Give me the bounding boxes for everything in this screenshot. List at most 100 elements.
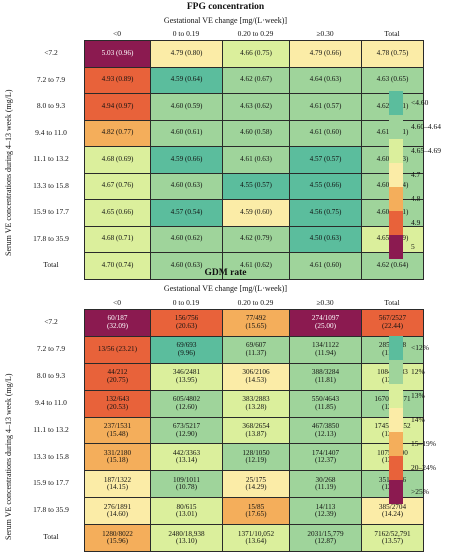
row-label: 9.4 to 11.0	[35, 397, 67, 407]
heatmap-cell: 4.61 (0.60)	[289, 252, 362, 280]
heatmap-cell: 174/1407 (12.37)	[289, 443, 362, 472]
color-legend	[389, 336, 403, 504]
heatmap-cell: 4.62 (0.79)	[222, 225, 290, 253]
row-label: 8.0 to 9.3	[36, 101, 66, 110]
heatmap-cell: 276/1891 (14.60)	[84, 497, 151, 526]
column-header: Total	[384, 298, 400, 307]
table-row: 13/56 (23.21) 69/693 (9.96) 69/607 (11.37) 13…	[84, 335, 424, 364]
heatmap-cell: 4.59 (0.66)	[150, 146, 223, 174]
legend-swatch	[389, 456, 403, 480]
heatmap-cell: 673/5217 (12.90)	[150, 416, 223, 445]
heatmap-cell: 1371/10,052 (13.64)	[222, 524, 290, 552]
x-axis-label: Gestational VE change [mg/(L·week)]	[163, 16, 288, 25]
heatmap-cell: 60/187 (32.09)	[84, 309, 151, 337]
table-row: 276/1891 (14.60) 80/615 (13.01) 15/85 (17.65)…	[84, 497, 424, 526]
heatmap-cell: 306/2106 (14.53)	[222, 362, 290, 391]
legend-label: 12%	[411, 367, 425, 376]
heatmap-cell: 4.66 (0.75)	[222, 40, 290, 68]
heatmap-grid: 60/187 (32.09) 156/756 (20.63) 77/492 (15.65)…	[84, 309, 424, 552]
heatmap-cell: 388/3284 (11.81)	[289, 362, 362, 391]
row-label: 11.1 to 13.2	[33, 154, 69, 163]
color-legend	[389, 91, 403, 259]
table-row: 4.68 (0.71) 4.60 (0.62) 4.62 (0.79) 4.50 (0…	[84, 225, 424, 253]
table-row: 4.67 (0.76) 4.60 (0.63) 4.55 (0.57) 4.55 (0…	[84, 172, 424, 200]
legend-swatch	[389, 336, 403, 360]
heatmap-cell: 4.60 (0.59)	[150, 93, 223, 121]
heatmap-cell: 4.78 (0.75)	[361, 40, 424, 68]
legend-label: 4.8	[411, 194, 421, 203]
y-axis-label: Serum VE concentrations during 4–13 week…	[4, 373, 13, 540]
heatmap-cell: 274/1097 (25.00)	[289, 309, 362, 337]
row-label: 9.4 to 11.0	[35, 127, 67, 137]
column-header: 0 to 0.19	[172, 298, 200, 307]
row-label: 7.2 to 7.9	[36, 343, 66, 353]
heatmap-cell: 69/607 (11.37)	[222, 335, 290, 364]
heatmap-cell: 4.50 (0.63)	[289, 225, 362, 253]
legend-swatch	[389, 187, 403, 211]
row-label: <7.2	[44, 317, 58, 326]
legend-swatch	[389, 360, 403, 384]
heatmap-cell: 128/1050 (12.19)	[222, 443, 290, 472]
heatmap-cell: 132/643 (20.53)	[84, 389, 151, 418]
heatmap-cell: 4.63 (0.62)	[222, 93, 290, 121]
column-header: ≥0.30	[316, 29, 334, 38]
heatmap-cell: 4.60 (0.62)	[150, 225, 223, 253]
heatmap-cell: 4.60 (0.63)	[150, 252, 223, 280]
row-label: 13.3 to 15.8	[33, 180, 69, 190]
legend-label: <12%	[411, 343, 429, 352]
table-row: 4.68 (0.69) 4.59 (0.66) 4.61 (0.63) 4.57 (0…	[84, 146, 424, 174]
heatmap-cell: 4.57 (0.54)	[150, 199, 223, 227]
heatmap-cell: 2031/15,779 (12.87)	[289, 524, 362, 552]
legend-label: 4.60–4.64	[411, 122, 441, 131]
legend-swatch	[389, 211, 403, 235]
column-header: <0	[113, 29, 121, 38]
heatmap-cell: 15/85 (17.65)	[222, 497, 290, 526]
heatmap-cell: 7162/52,791 (13.57)	[361, 524, 424, 552]
legend-swatch	[389, 408, 403, 432]
table-row: 1280/8022 (15.96) 2480/18,938 (13.10) 1371/1…	[84, 524, 424, 552]
heatmap-cell: 550/4643 (11.85)	[289, 389, 362, 418]
heatmap-cell: 4.60 (0.61)	[150, 119, 223, 147]
legend-swatch	[389, 432, 403, 456]
heatmap-cell: 4.68 (0.69)	[84, 146, 151, 174]
heatmap-cell: 4.55 (0.57)	[222, 172, 290, 200]
heatmap-cell: 4.59 (0.64)	[150, 66, 223, 94]
legend-swatch	[389, 91, 403, 115]
heatmap-cell: 4.61 (0.60)	[289, 119, 362, 147]
heatmap-cell: 237/1531 (15.48)	[84, 416, 151, 445]
heatmap-cell: 4.68 (0.71)	[84, 225, 151, 253]
row-label: 17.8 to 35.9	[33, 233, 69, 243]
heatmap-cell: 4.55 (0.66)	[289, 172, 362, 200]
table-row: 4.94 (0.97) 4.60 (0.59) 4.63 (0.62) 4.61 (0…	[84, 93, 424, 121]
heatmap-cell: 4.61 (0.62)	[222, 252, 290, 280]
heatmap-cell: 5.03 (0.96)	[84, 40, 151, 68]
heatmap-cell: 2480/18,938 (13.10)	[150, 524, 223, 552]
row-label: 8.0 to 9.3	[36, 370, 66, 380]
legend-label: 4.7	[411, 170, 421, 179]
heatmap-cell: 4.62 (0.67)	[222, 66, 290, 94]
heatmap-cell: 134/1122 (11.94)	[289, 335, 362, 364]
legend-label: 14%	[411, 415, 425, 424]
legend-label: 5	[411, 242, 415, 251]
heatmap-cell: 187/1322 (14.15)	[84, 470, 151, 499]
column-header: 0 to 0.19	[172, 29, 200, 38]
table-row: 5.03 (0.96) 4.79 (0.80) 4.66 (0.75) 4.79 (0…	[84, 40, 424, 68]
table-row: 132/643 (20.53) 605/4802 (12.60) 383/2883 (13…	[84, 389, 424, 418]
row-label: Total	[43, 260, 59, 269]
heatmap-cell: 4.70 (0.74)	[84, 252, 151, 280]
heatmap-cell: 4.61 (0.57)	[289, 93, 362, 121]
legend-swatch	[389, 384, 403, 408]
heatmap-cell: 4.59 (0.60)	[222, 199, 290, 227]
heatmap-cell: 109/1011 (10.78)	[150, 470, 223, 499]
heatmap-cell: 4.64 (0.63)	[289, 66, 362, 94]
heatmap-cell: 80/615 (13.01)	[150, 497, 223, 526]
legend-swatch	[389, 139, 403, 163]
heatmap-cell: 567/2527 (22.44)	[361, 309, 424, 337]
row-label: Total	[43, 532, 59, 542]
legend-swatch	[389, 235, 403, 259]
y-axis-label: Serum VE concentrations during 4–13 week…	[4, 89, 13, 256]
table-row: 60/187 (32.09) 156/756 (20.63) 77/492 (15.65)…	[84, 309, 424, 337]
column-header: <0	[113, 298, 121, 307]
row-label: 15.9 to 17.7	[33, 207, 69, 216]
row-label: 7.2 to 7.9	[36, 74, 66, 84]
